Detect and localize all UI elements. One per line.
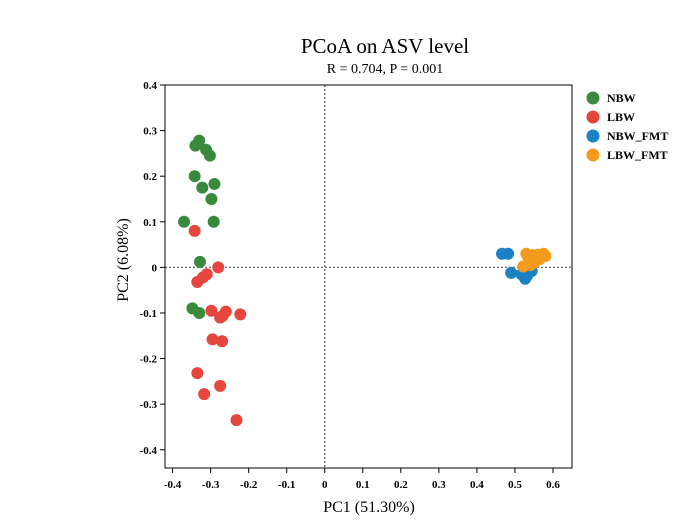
point-lbw — [188, 224, 201, 237]
chart-title: PCoA on ASV level — [301, 34, 469, 58]
point-lbw — [216, 335, 229, 348]
point-lbw-fmt — [520, 247, 533, 260]
x-tick-label: 0.1 — [356, 479, 370, 491]
point-nbw — [193, 255, 206, 268]
chart-subtitle: R = 0.704, P = 0.001 — [327, 62, 443, 77]
point-lbw — [212, 261, 225, 274]
legend-marker-nbw — [586, 91, 600, 105]
legend-marker-lbw — [586, 110, 600, 124]
point-lbw-fmt — [533, 253, 546, 266]
point-lbw — [234, 308, 247, 321]
legend: NBW LBW NBW_FMT LBW_FMT — [586, 91, 668, 162]
x-axis-ticks: -0.4 -0.3 -0.2 -0.1 0 0.1 0.2 0.3 0.4 0.5 0.6 — [164, 468, 560, 491]
x-tick-label: 0.3 — [432, 479, 446, 491]
x-tick-label: -0.1 — [278, 479, 295, 491]
point-nbw-fmt — [502, 247, 515, 260]
point-lbw — [214, 311, 227, 324]
x-tick-label: 0 — [322, 479, 328, 491]
point-nbw — [207, 215, 220, 228]
point-lbw — [191, 367, 204, 380]
x-tick-label: -0.2 — [240, 479, 258, 491]
x-tick-label: -0.4 — [164, 479, 182, 491]
point-lbw — [205, 304, 218, 317]
y-tick-label: -0.1 — [140, 308, 157, 320]
point-lbw — [191, 275, 204, 288]
point-nbw — [178, 215, 191, 228]
legend-label-nbw-fmt: NBW_FMT — [607, 129, 668, 143]
point-nbw — [203, 149, 216, 162]
point-lbw — [198, 388, 211, 401]
point-nbw — [208, 177, 221, 190]
x-axis-label: PC1 (51.30%) — [323, 499, 415, 516]
legend-label-lbw: LBW — [607, 110, 635, 124]
legend-label-lbw-fmt: LBW_FMT — [607, 148, 668, 162]
point-lbw — [230, 414, 243, 427]
point-lbw — [206, 333, 219, 346]
x-tick-label: 0.5 — [508, 479, 522, 491]
x-tick-label: 0.4 — [470, 479, 484, 491]
legend-marker-nbw-fmt — [586, 129, 600, 143]
point-lbw — [214, 379, 227, 392]
legend-marker-lbw-fmt — [586, 148, 600, 162]
y-tick-label: -0.3 — [140, 399, 158, 411]
y-axis-ticks: 0.4 0.3 0.2 0.1 0 -0.1 -0.2 -0.3 -0.4 — [140, 80, 165, 457]
legend-label-nbw: NBW — [607, 91, 636, 105]
point-nbw — [189, 139, 202, 152]
y-tick-label: -0.2 — [140, 354, 158, 366]
y-axis-label: PC2 (6.08%) — [115, 218, 132, 302]
point-nbw-fmt — [505, 266, 518, 279]
y-tick-label: 0.4 — [143, 80, 157, 92]
point-nbw — [205, 192, 218, 205]
x-tick-label: 0.2 — [394, 479, 408, 491]
x-tick-label: 0.6 — [546, 479, 560, 491]
y-tick-label: 0.2 — [143, 171, 157, 183]
y-tick-label: -0.4 — [140, 445, 158, 457]
point-nbw — [196, 181, 209, 194]
data-points — [178, 134, 552, 427]
point-nbw — [193, 306, 206, 319]
y-tick-label: 0.3 — [143, 126, 157, 138]
y-tick-label: 0 — [152, 262, 158, 274]
x-tick-label: -0.3 — [202, 479, 220, 491]
y-tick-label: 0.1 — [143, 217, 157, 229]
point-nbw — [188, 170, 201, 183]
plot-frame — [164, 84, 573, 469]
